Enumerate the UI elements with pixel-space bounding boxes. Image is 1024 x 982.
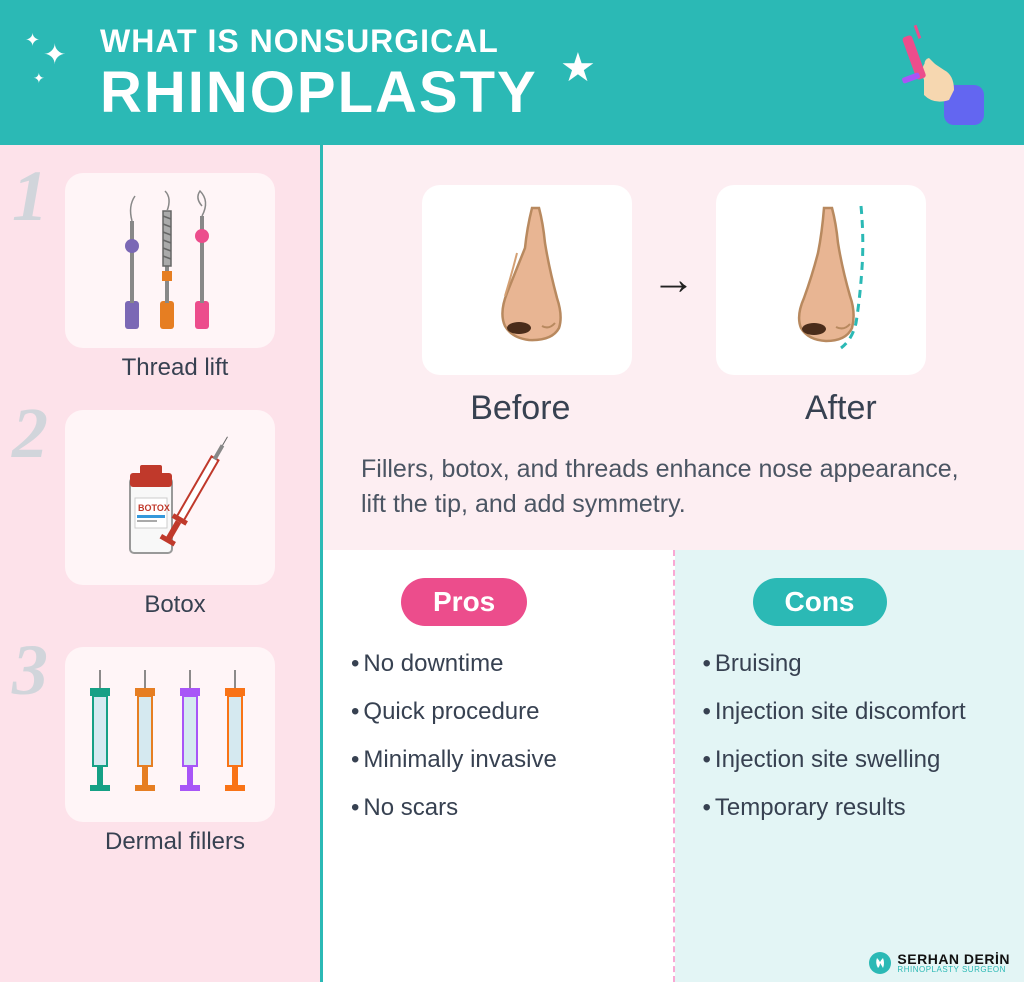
pros-list: No downtime Quick procedure Minimally in…: [351, 650, 651, 822]
arrow-icon: →: [652, 255, 696, 305]
before-after-images: →: [353, 185, 994, 375]
footer-subtitle: RHINOPLASTY SURGEON: [897, 966, 1010, 974]
footer-logo: SERHAN DERİN RHINOPLASTY SURGEON: [869, 952, 1010, 974]
method-label: Thread lift: [50, 354, 300, 382]
after-label: After: [805, 389, 877, 428]
method-number: 2: [12, 392, 48, 475]
cons-column: Cons Bruising Injection site discomfort …: [675, 550, 1024, 982]
method-item-1: 1: [20, 173, 300, 382]
pros-column: Pros No downtime Quick procedure Minimal…: [323, 550, 675, 982]
pros-cons-section: Pros No downtime Quick procedure Minimal…: [323, 550, 1024, 982]
header: ✦✦✦ WHAT IS NONSURGICAL RHINOPLASTY ★: [0, 0, 1024, 145]
dermal-fillers-icon: [65, 647, 275, 822]
header-title: RHINOPLASTY: [100, 64, 538, 122]
list-item: No scars: [351, 794, 651, 822]
list-item: Quick procedure: [351, 698, 651, 726]
nose-before-icon: [422, 185, 632, 375]
method-number: 1: [12, 155, 48, 238]
hand-syringe-icon: [874, 20, 984, 130]
before-label: Before: [470, 389, 570, 428]
list-item: Injection site swelling: [703, 746, 1003, 774]
method-label: Dermal fillers: [50, 828, 300, 856]
list-item: Minimally invasive: [351, 746, 651, 774]
cons-badge: Cons: [753, 578, 887, 626]
star-icon: ★: [560, 45, 596, 91]
method-number: 3: [12, 629, 48, 712]
header-subtitle: WHAT IS NONSURGICAL: [100, 23, 538, 60]
botox-icon: BOTOX: [65, 410, 275, 585]
method-label: Botox: [50, 591, 300, 619]
list-item: Temporary results: [703, 794, 1003, 822]
cons-list: Bruising Injection site discomfort Injec…: [703, 650, 1003, 822]
before-after-section: → Before After Fillers, botox, and threa…: [323, 145, 1024, 550]
method-item-3: 3: [20, 647, 300, 856]
nose-after-icon: [716, 185, 926, 375]
thread-lift-icon: [65, 173, 275, 348]
list-item: Bruising: [703, 650, 1003, 678]
methods-column: 1: [0, 145, 320, 982]
footer-name: SERHAN DERİN: [897, 952, 1010, 966]
list-item: No downtime: [351, 650, 651, 678]
svg-text:BOTOX: BOTOX: [138, 503, 170, 513]
list-item: Injection site discomfort: [703, 698, 1003, 726]
before-after-labels: Before After: [353, 389, 994, 428]
before-after-description: Fillers, botox, and threads enhance nose…: [353, 452, 994, 522]
pros-badge: Pros: [401, 578, 527, 626]
logo-icon: [869, 952, 891, 974]
right-column: → Before After Fillers, botox, and threa…: [320, 145, 1024, 982]
body: 1: [0, 145, 1024, 982]
header-title-group: WHAT IS NONSURGICAL RHINOPLASTY: [100, 23, 538, 122]
method-item-2: 2 BOTOX: [20, 410, 300, 619]
